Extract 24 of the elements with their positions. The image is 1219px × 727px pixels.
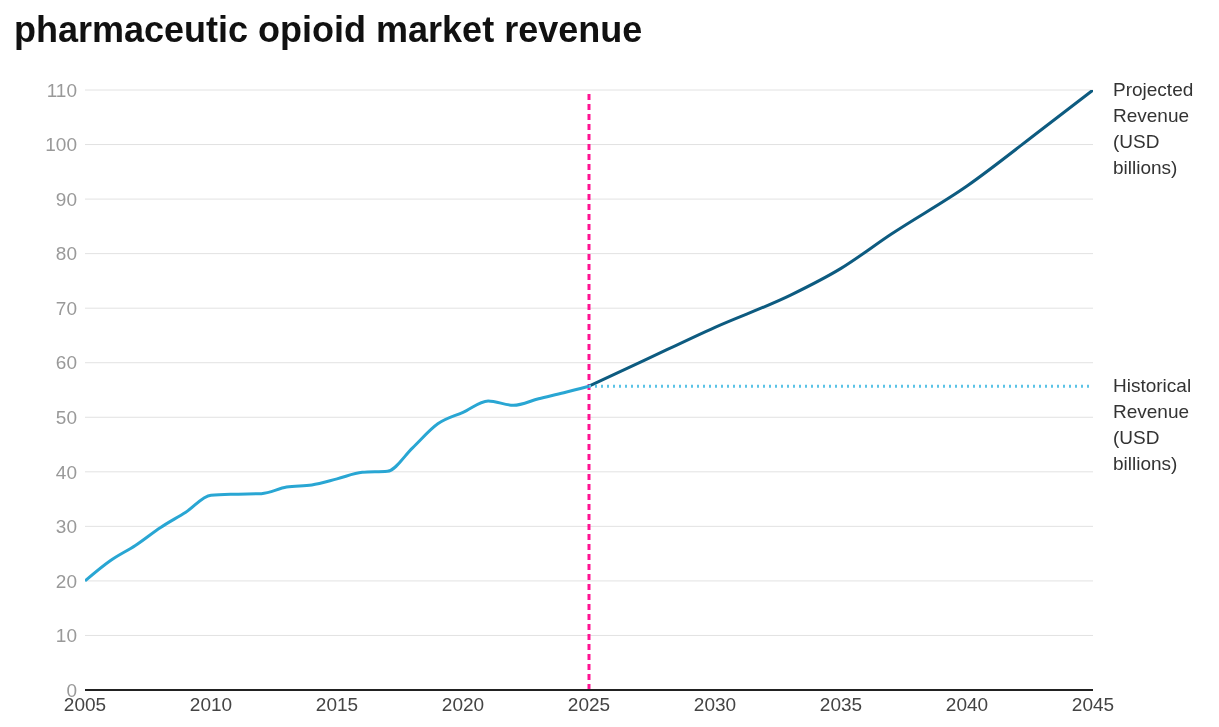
- text: Historical Revenue (USD billions): [1113, 375, 1192, 475]
- x-tick-label: 2035: [819, 694, 863, 716]
- y-tick-label: 10: [55, 625, 77, 647]
- series-label: Projected Revenue (USD billions): [1113, 79, 1194, 178]
- y-tick-label: 40: [55, 461, 77, 483]
- y-tick-label: 60: [55, 352, 77, 374]
- x-tick-label: 2020: [441, 694, 485, 716]
- line-series: [85, 384, 591, 583]
- x-tick-label: 2025: [567, 694, 611, 716]
- x-tick-label: 2010: [189, 694, 233, 716]
- x-tick-label: 2015: [315, 694, 359, 716]
- x-tick-label: 2030: [693, 694, 737, 716]
- y-tick-label: 80: [55, 243, 77, 265]
- chart-title: pharmaceutic opioid market revenue: [13, 8, 644, 52]
- y-tick-label: 20: [55, 570, 77, 592]
- y-tick-label: 70: [55, 297, 77, 319]
- y-tick-label: 110: [46, 79, 77, 101]
- y-tick-label: 100: [45, 134, 77, 156]
- line-series: [587, 90, 1093, 388]
- x-tick-label: 2040: [945, 694, 989, 716]
- y-tick-label: 50: [55, 407, 77, 429]
- y-tick-label: 30: [55, 516, 77, 538]
- x-tick-label: 2045: [1071, 694, 1115, 716]
- y-tick-label: 90: [55, 188, 77, 210]
